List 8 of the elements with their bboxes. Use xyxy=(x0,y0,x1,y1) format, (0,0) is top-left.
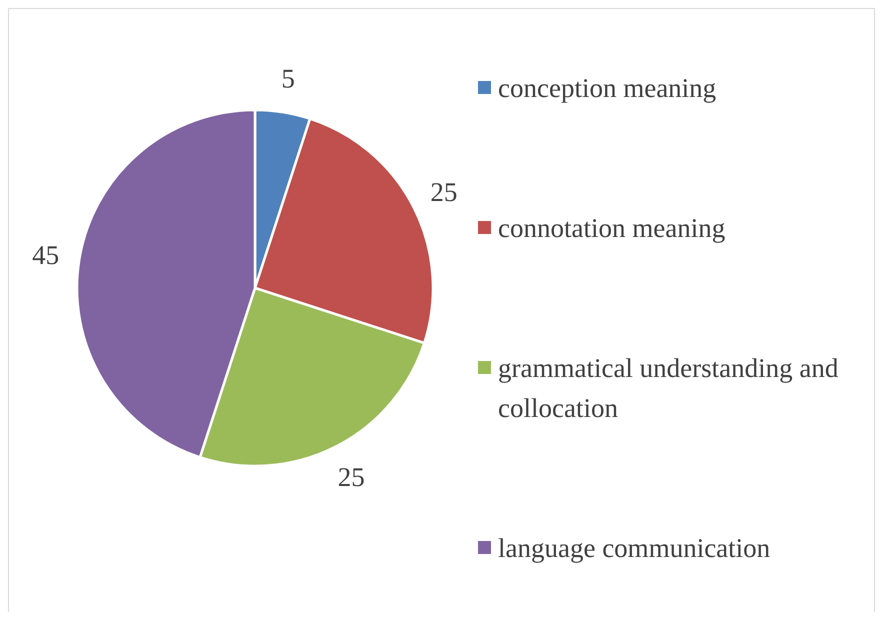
legend-label: grammatical understanding and collocation xyxy=(498,353,839,423)
legend-label: language communication xyxy=(498,533,771,563)
data-label: 5 xyxy=(281,64,295,94)
data-label: 25 xyxy=(338,462,365,492)
data-label: 45 xyxy=(32,240,60,270)
legend-label: conception meaning xyxy=(498,73,716,103)
legend-label: connotation meaning xyxy=(498,213,726,243)
data-label: 25 xyxy=(430,176,458,207)
